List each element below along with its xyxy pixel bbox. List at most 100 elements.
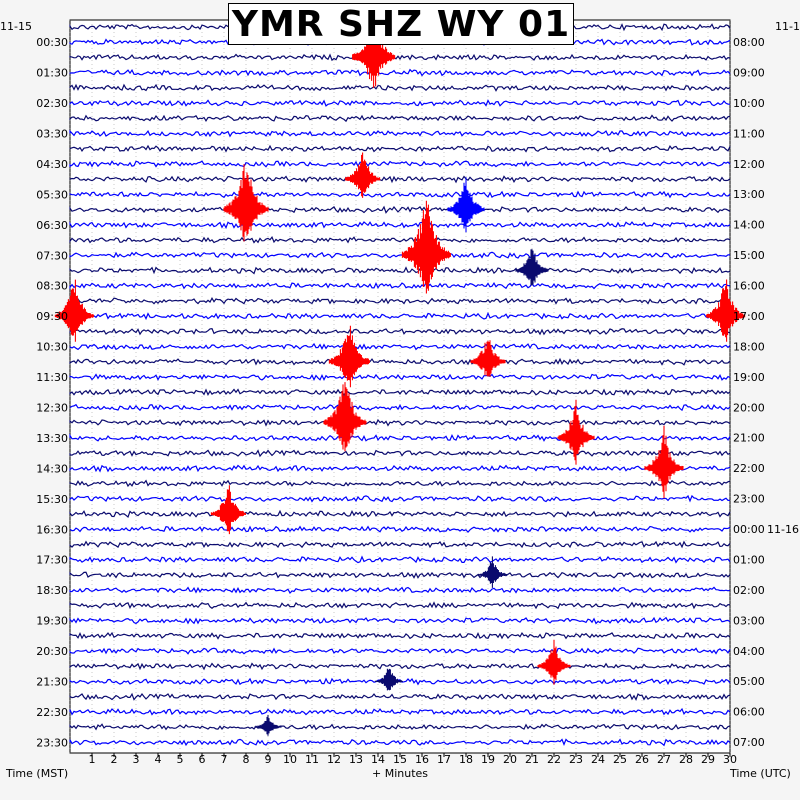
trace-row (69, 601, 731, 610)
x-tick-label: 18 (459, 753, 473, 766)
right-time-labels: 08:00 09:00 10:00 11:00 12:00 13:00 14:00 15:00… (733, 36, 799, 749)
right-time-label: 04:00 (733, 645, 765, 658)
trace-row (69, 144, 731, 153)
x-tick-label: 10 (283, 753, 297, 766)
trace-row (69, 525, 731, 534)
x-tick-label: 24 (591, 753, 605, 766)
seismic-traces (69, 23, 731, 747)
trace-row (69, 449, 731, 458)
trace-row (69, 571, 731, 579)
trace-row (69, 114, 731, 123)
right-time-label: 03:00 (733, 614, 765, 627)
left-time-label: 03:30 (36, 128, 68, 141)
trace-row (69, 53, 731, 62)
event-burst (447, 177, 485, 233)
right-axis-caption: Time (UTC) (730, 767, 791, 780)
trace-row (69, 494, 731, 503)
x-tick-label: 19 (481, 753, 495, 766)
x-tick-label: 29 (701, 753, 715, 766)
event-burst (537, 639, 571, 685)
trace-row (69, 327, 731, 336)
right-time-label: 05:00 (733, 675, 765, 688)
left-time-label: 13:30 (36, 432, 68, 445)
event-burst (210, 485, 246, 535)
right-time-label: 01:00 (733, 553, 765, 566)
right-date-label: 11-1 (775, 20, 800, 33)
right-time-label: 15:00 (733, 249, 765, 262)
trace-row (69, 433, 731, 442)
right-date-mid-label: 11-16 (767, 523, 799, 536)
trace-row (69, 83, 731, 92)
x-tick-label: 5 (177, 753, 184, 766)
plot-area (69, 19, 731, 754)
right-time-label: 16:00 (733, 280, 765, 293)
trace-row (69, 616, 731, 625)
left-time-label: 21:30 (36, 675, 68, 688)
trace-row (69, 464, 731, 473)
x-tick-label: 14 (371, 753, 385, 766)
trace-row (69, 190, 731, 199)
left-axis-caption: Time (MST) (6, 767, 69, 780)
trace-row (69, 403, 731, 412)
trace-row (69, 221, 731, 230)
right-time-label: 21:00 (733, 432, 765, 445)
x-tick-label: 12 (327, 753, 341, 766)
trace-row (69, 631, 731, 640)
x-tick-label: 1 (89, 753, 96, 766)
trace-row (69, 68, 731, 77)
right-time-label: 08:00 (733, 36, 765, 49)
event-burst (470, 340, 506, 377)
trace-row (69, 311, 731, 321)
trace-row (69, 236, 731, 244)
left-time-label: 00:30 (36, 36, 68, 49)
left-time-label: 19:30 (36, 615, 68, 628)
x-tick-label: 26 (635, 753, 649, 766)
x-tick-label: 8 (243, 753, 250, 766)
right-time-label: 13:00 (733, 188, 765, 201)
trace-row (69, 509, 731, 519)
trace-row (69, 281, 731, 290)
x-tick-label: 25 (613, 753, 627, 766)
left-time-label: 22:30 (36, 706, 68, 719)
event-burst (557, 399, 595, 465)
trace-row (69, 540, 731, 549)
right-time-label: 09:00 (733, 66, 765, 79)
event-burst (374, 668, 403, 691)
left-time-label: 16:30 (36, 523, 68, 536)
left-time-label: 14:30 (36, 462, 68, 475)
trace-row (69, 647, 731, 655)
right-time-label: 10:00 (733, 97, 765, 110)
trace-row (69, 160, 731, 168)
x-tick-label: 21 (525, 753, 539, 766)
trace-row (69, 342, 731, 351)
trace-row (69, 175, 731, 184)
left-time-label: 01:30 (36, 67, 68, 80)
event-burst (401, 200, 451, 294)
left-time-label: 04:30 (36, 158, 68, 171)
x-tick-label: 20 (503, 753, 517, 766)
seismic-events (54, 14, 746, 736)
trace-row (69, 251, 731, 260)
left-time-label: 23:30 (36, 736, 68, 749)
event-burst (328, 325, 370, 388)
left-time-label: 11:30 (36, 371, 68, 384)
right-time-label: 12:00 (733, 158, 765, 171)
left-time-labels: 00:30 01:30 02:30 03:30 04:30 05:30 06:30 07:30… (36, 36, 68, 749)
right-time-label: 20:00 (733, 401, 765, 414)
trace-row (69, 555, 731, 564)
trace-row (69, 129, 731, 138)
right-time-label: 06:00 (733, 706, 765, 719)
right-time-label: 11:00 (733, 127, 765, 140)
right-time-label: 14:00 (733, 219, 765, 232)
left-time-label: 15:30 (36, 493, 68, 506)
trace-row (69, 692, 731, 701)
left-time-label: 09:30 (36, 310, 68, 323)
trace-row (69, 357, 731, 366)
right-time-label: 18:00 (733, 340, 765, 353)
left-time-label: 20:30 (36, 645, 68, 658)
trace-row (69, 373, 731, 381)
title-box: YMR SHZ WY 01 (228, 3, 574, 45)
trace-row (69, 418, 731, 427)
x-tick-label: 17 (437, 753, 451, 766)
left-time-label: 08:30 (36, 280, 68, 293)
